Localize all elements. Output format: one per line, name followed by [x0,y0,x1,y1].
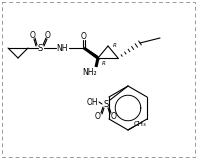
Text: S: S [37,44,43,52]
Text: NH₂: NH₂ [83,68,97,76]
Text: O: O [111,112,117,120]
Text: O: O [81,32,87,40]
Text: NH: NH [56,44,68,52]
Text: S: S [103,100,109,108]
Text: O: O [30,31,36,40]
Text: O: O [95,112,101,120]
Text: O: O [45,31,51,40]
Text: CH₃: CH₃ [134,121,146,127]
Polygon shape [84,48,99,60]
Text: R: R [113,43,117,48]
Text: R: R [102,60,106,65]
Text: OH: OH [86,97,98,107]
